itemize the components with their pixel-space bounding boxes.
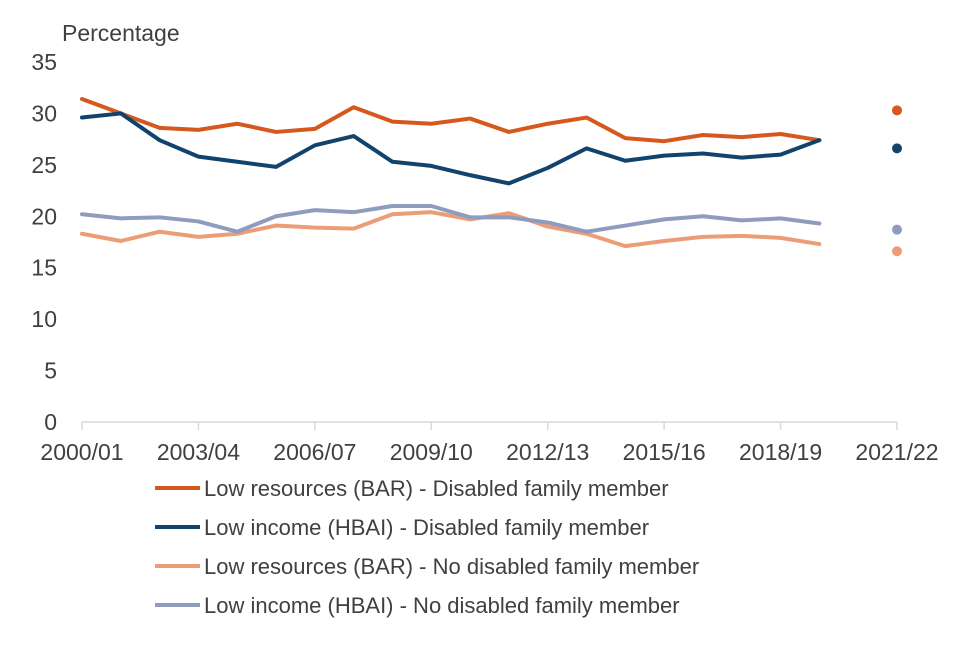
y-tick-label: 10 <box>31 306 57 332</box>
series-line-2 <box>80 111 822 186</box>
legend-label-4: Low income (HBAI) - No disabled family m… <box>204 593 680 618</box>
series-lines <box>80 97 822 249</box>
y-tick-label: 20 <box>31 203 57 229</box>
series-line-4 <box>80 204 822 234</box>
y-tick-label: 30 <box>31 100 57 126</box>
x-tick-label: 2006/07 <box>273 439 356 465</box>
series-point-2 <box>892 143 902 154</box>
series-line-1 <box>80 97 822 144</box>
series-points <box>892 105 902 257</box>
x-tick-label: 2021/22 <box>855 439 938 465</box>
series-point-1 <box>892 105 902 116</box>
legend-label-3: Low resources (BAR) - No disabled family… <box>204 554 699 579</box>
y-axis-ticks: 0 5 10 15 20 25 30 35 <box>31 49 57 435</box>
y-tick-label: 5 <box>44 358 57 384</box>
legend-label-1: Low resources (BAR) - Disabled family me… <box>204 476 669 501</box>
series-point-4 <box>892 224 902 235</box>
y-tick-label: 35 <box>31 49 57 75</box>
legend-label-2: Low income (HBAI) - Disabled family memb… <box>204 515 649 540</box>
y-axis-title: Percentage <box>62 20 180 46</box>
x-tick-label: 2000/01 <box>40 439 123 465</box>
y-tick-label: 0 <box>44 409 57 435</box>
x-tick-label: 2003/04 <box>157 439 240 465</box>
x-tick-label: 2012/13 <box>506 439 589 465</box>
x-tick-label: 2009/10 <box>390 439 473 465</box>
series-point-3 <box>892 246 902 257</box>
y-tick-label: 25 <box>31 152 57 178</box>
x-tick-label: 2015/16 <box>623 439 706 465</box>
legend: Low resources (BAR) - Disabled family me… <box>155 476 699 618</box>
series-line-3 <box>80 210 822 249</box>
y-tick-label: 15 <box>31 255 57 281</box>
x-axis-ticks: 2000/01 2003/04 2006/07 2009/10 2012/13 2015/… <box>40 422 939 465</box>
x-tick-label: 2018/19 <box>739 439 822 465</box>
